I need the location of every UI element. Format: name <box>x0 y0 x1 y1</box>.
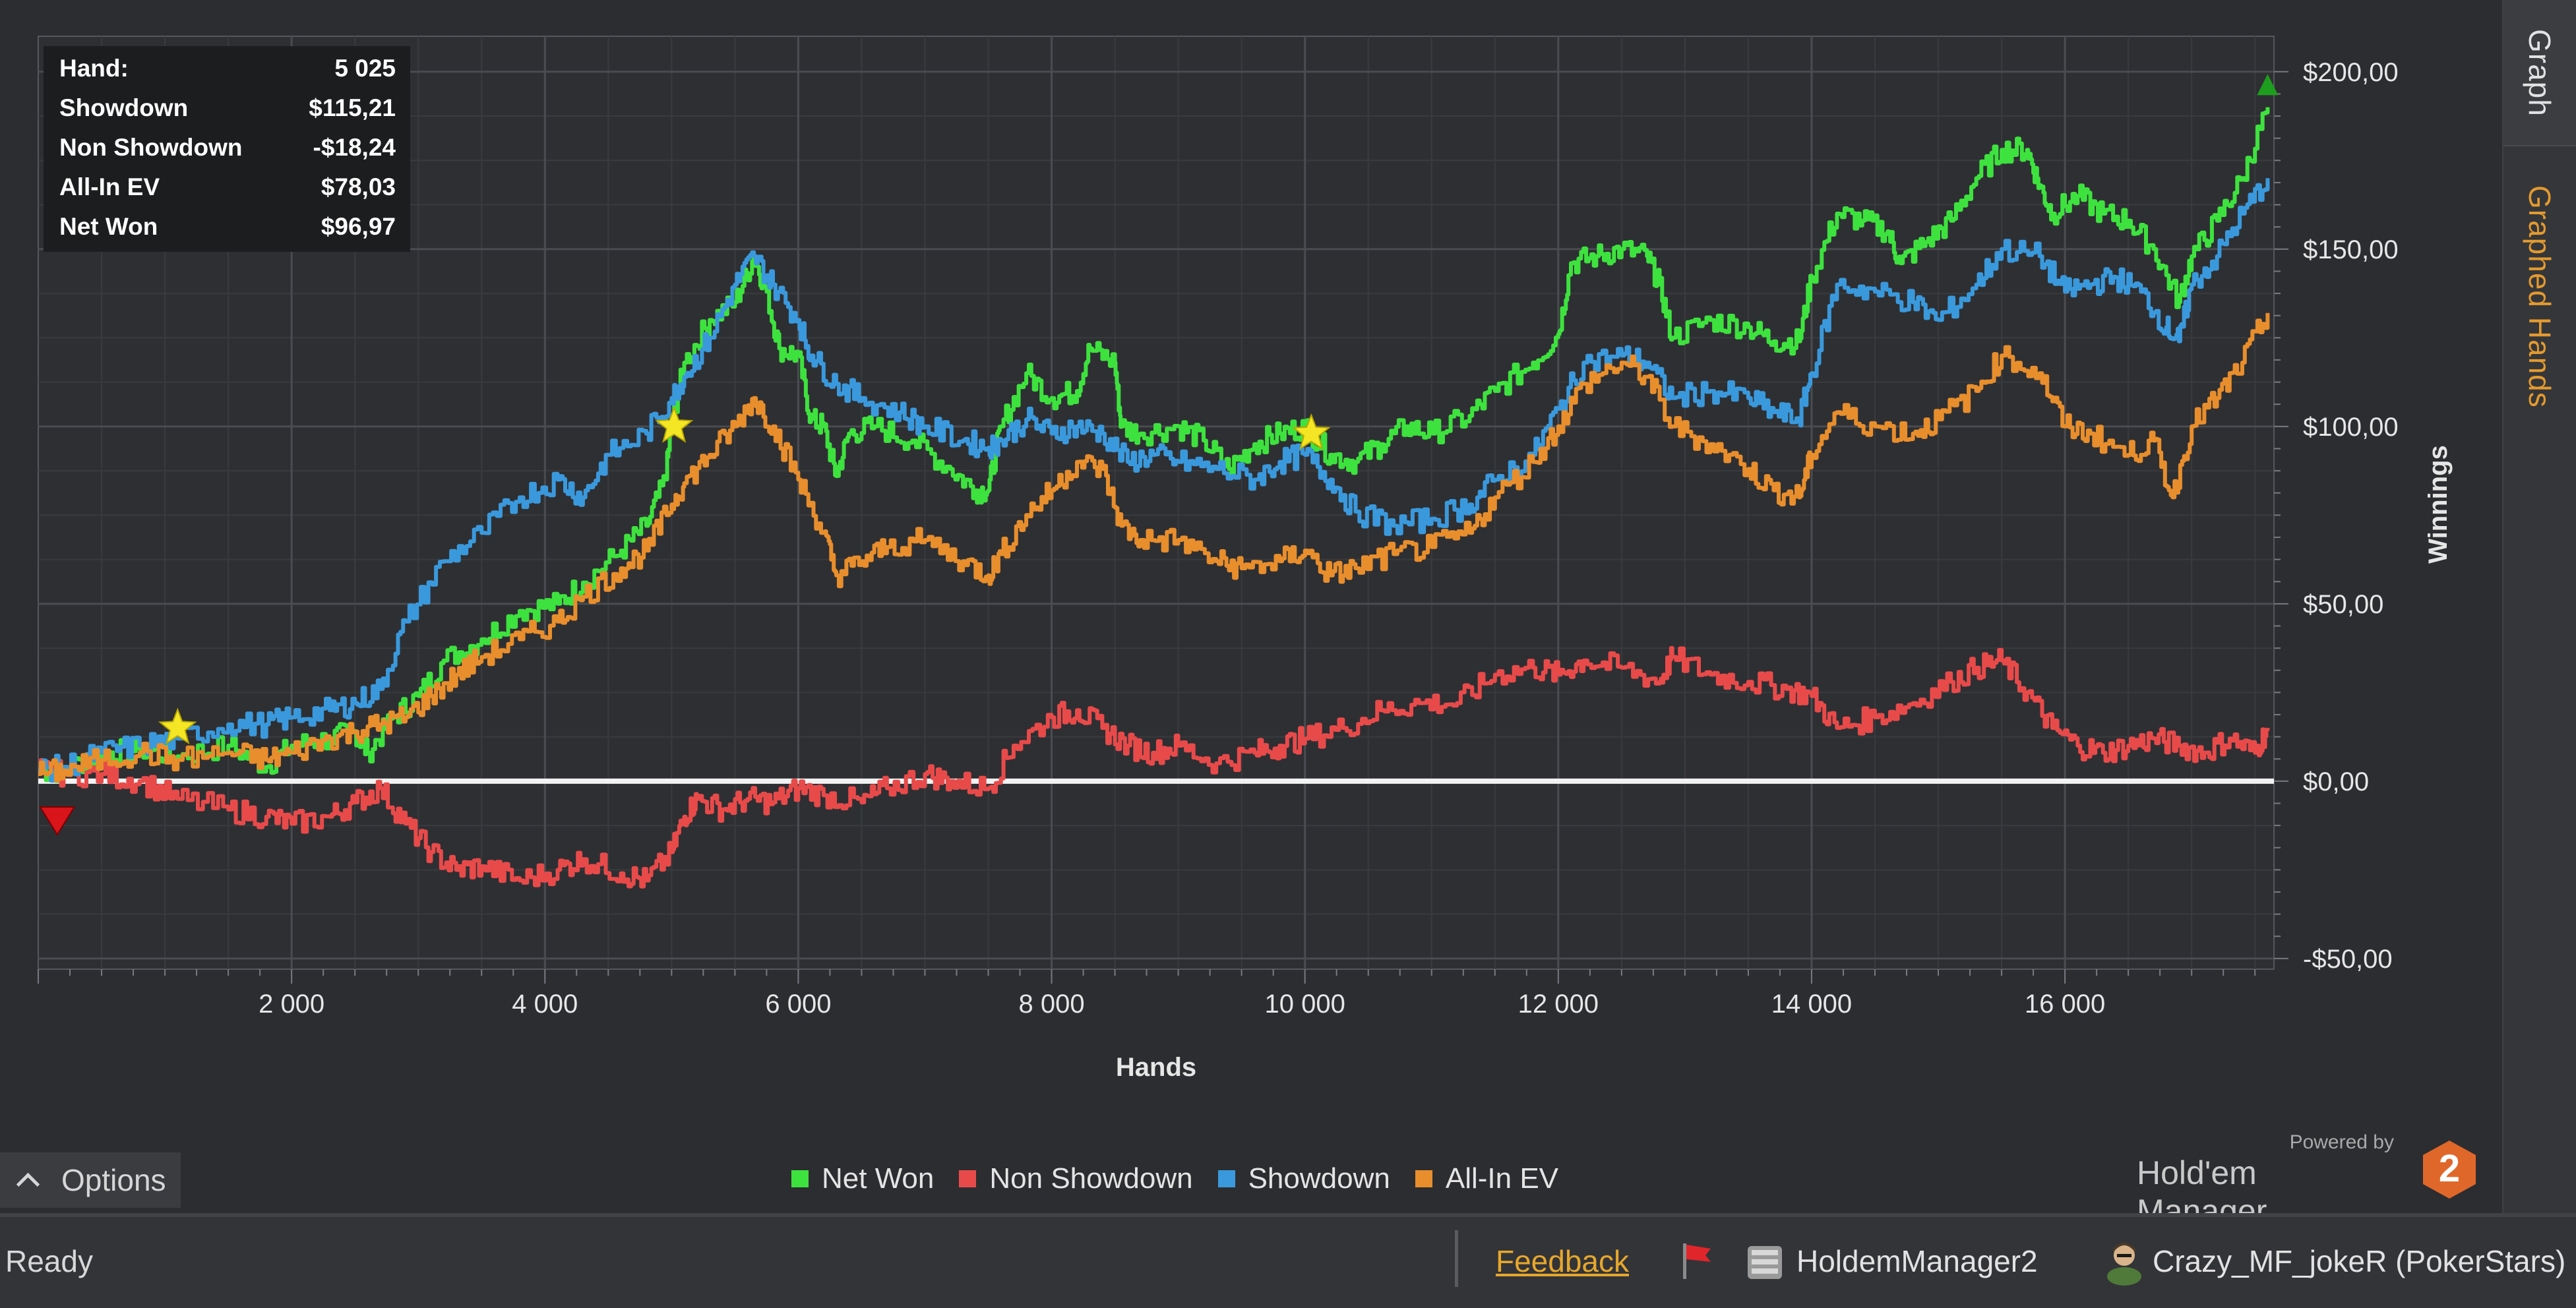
hm2-badge-icon: 2 <box>2423 1141 2476 1199</box>
star-marker <box>1292 413 1331 450</box>
status-text: Ready <box>5 1244 93 1278</box>
x-tick-label: 6 000 <box>765 990 831 1019</box>
series-line-net-won <box>38 107 2270 783</box>
x-tick-label: 16 000 <box>2025 990 2105 1019</box>
info-row-all-in-ev: All-In EV $78,03 <box>59 167 396 207</box>
info-label: All-In EV <box>59 173 160 200</box>
tab-graph[interactable]: Graph <box>2503 0 2576 146</box>
info-value: $96,97 <box>321 213 396 240</box>
legend-item-all-in-ev[interactable]: All-In EV <box>1415 1162 1558 1195</box>
player-avatar-icon[interactable] <box>2104 1237 2145 1286</box>
legend-item-showdown[interactable]: Showdown <box>1217 1162 1390 1195</box>
plot-area <box>38 36 2275 970</box>
legend-label: Non Showdown <box>989 1162 1193 1195</box>
status-bar: Ready Feedback HoldemManager2 Crazy_MF_j… <box>0 1213 2576 1308</box>
y-tick-label: -$50,00 <box>2303 945 2393 974</box>
player-label[interactable]: Crazy_MF_jokeR (PokerStars) <box>2153 1244 2566 1278</box>
y-tick-label: $100,00 <box>2303 413 2399 442</box>
options-button[interactable]: Options <box>0 1152 181 1208</box>
legend-swatch <box>1217 1170 1235 1187</box>
x-tick-label: 12 000 <box>1518 990 1599 1019</box>
flag-icon[interactable] <box>1679 1241 1715 1280</box>
x-tick-label: 4 000 <box>512 990 578 1019</box>
options-label: Options <box>61 1163 166 1197</box>
info-label: Showdown <box>59 94 189 121</box>
y-axis-title: Winnings <box>2424 445 2453 564</box>
info-row-net-won: Net Won $96,97 <box>59 207 396 247</box>
chart-legend: Net Won Non Showdown Showdown All-In EV <box>791 1157 1583 1201</box>
side-tab-strip: Graph Graphed Hands <box>2502 0 2576 1213</box>
star-marker <box>654 406 694 443</box>
brand-powered-by: Powered by <box>2289 1131 2394 1153</box>
y-tick-label: $50,00 <box>2303 590 2383 619</box>
x-tick-label: 10 000 <box>1265 990 1345 1019</box>
down-triangle-marker <box>39 806 76 836</box>
brand-logo: Powered by Hold'em Manager 2 <box>2137 1127 2480 1230</box>
series-line-non-showdown <box>38 645 2270 889</box>
hand-info-box: Hand: 5 025 Showdown $115,21 Non Showdow… <box>44 46 410 252</box>
chart-panel: 2 000 4 000 6 000 8 000 10 000 12 000 14 000 16… <box>0 36 2480 1230</box>
legend-label: Showdown <box>1248 1162 1390 1195</box>
info-row-hand: Hand: 5 025 <box>59 49 396 88</box>
y-tick-label: $150,00 <box>2303 235 2399 264</box>
legend-label: All-In EV <box>1445 1162 1559 1195</box>
x-tick-label: 2 000 <box>259 990 324 1019</box>
series-line-all-in-ev <box>38 312 2270 783</box>
feedback-link[interactable]: Feedback <box>1496 1244 1630 1278</box>
info-value: 5 025 <box>334 55 396 82</box>
chevron-up-icon <box>16 1172 40 1196</box>
badge-hexagon <box>2423 1141 2476 1199</box>
badge-number: 2 <box>2439 1147 2460 1190</box>
star-marker <box>158 707 197 745</box>
up-triangle-marker <box>2257 74 2279 96</box>
x-tick-label: 8 000 <box>1018 990 1084 1019</box>
info-label: Net Won <box>59 213 158 240</box>
tab-graph-label: Graph <box>2523 28 2557 117</box>
database-label[interactable]: HoldemManager2 <box>1796 1244 2038 1278</box>
legend-swatch <box>1415 1170 1432 1187</box>
info-row-showdown: Showdown $115,21 <box>59 88 396 128</box>
status-separator <box>1455 1230 1458 1287</box>
winnings-chart: 2 000 4 000 6 000 8 000 10 000 12 000 14 000 16… <box>38 36 2453 1082</box>
info-value: -$18,24 <box>313 134 396 161</box>
x-axis-title: Hands <box>1116 1053 1196 1082</box>
legend-swatch <box>791 1170 809 1187</box>
legend-item-net-won[interactable]: Net Won <box>791 1162 934 1195</box>
legend-label: Net Won <box>822 1162 935 1195</box>
y-tick-label: $0,00 <box>2303 767 2369 796</box>
info-row-non-showdown: Non Showdown -$18,24 <box>59 128 396 167</box>
legend-swatch <box>959 1170 977 1187</box>
info-value: $78,03 <box>321 173 396 200</box>
info-label: Hand: <box>59 55 129 82</box>
tab-graphed-hands[interactable]: Graphed Hands <box>2503 158 2576 435</box>
database-icon[interactable] <box>1745 1242 1785 1282</box>
x-tick-label: 14 000 <box>1771 990 1852 1019</box>
info-label: Non Showdown <box>59 134 243 161</box>
info-value: $115,21 <box>309 94 396 121</box>
legend-item-non-showdown[interactable]: Non Showdown <box>959 1162 1193 1195</box>
y-tick-label: $200,00 <box>2303 58 2399 87</box>
tab-graphed-hands-label: Graphed Hands <box>2523 185 2557 408</box>
series-line-showdown <box>38 178 2270 783</box>
